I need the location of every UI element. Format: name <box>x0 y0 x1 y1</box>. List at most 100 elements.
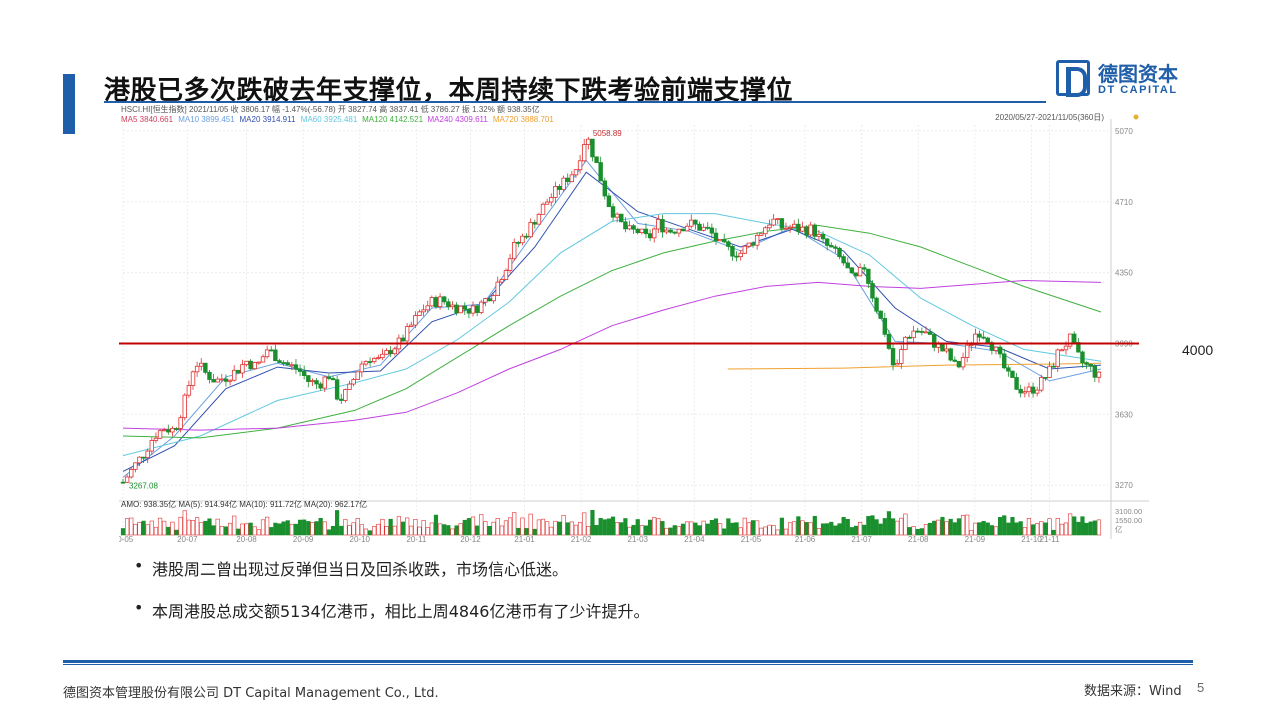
ma-line-ma720 <box>727 362 1102 370</box>
volume-bar <box>705 523 710 536</box>
volume-bar <box>417 526 422 536</box>
candle-body <box>528 222 533 238</box>
candle-body <box>689 219 694 227</box>
candle-body <box>750 242 756 246</box>
candle-body <box>894 363 900 366</box>
candle-body <box>153 437 159 441</box>
volume-bar <box>1018 521 1023 536</box>
volume-legend: AMO: 938.35亿 MA(5): 914.94亿 MA(10): 911.… <box>121 499 367 509</box>
title-underline <box>104 101 1046 103</box>
volume-bar <box>886 511 892 536</box>
volume-bar <box>166 526 171 536</box>
candle-body <box>1088 363 1093 367</box>
volume-bar <box>849 527 854 536</box>
logo-english-text: DT CAPITAL <box>1098 84 1178 96</box>
volume-bar <box>643 525 649 536</box>
volume-bar <box>771 525 776 536</box>
volume-bar <box>442 524 447 536</box>
candle-body <box>524 235 529 238</box>
footer-divider-thin <box>63 664 1193 665</box>
volume-bar <box>845 518 850 536</box>
volume-tick-label: 1550.00 <box>1115 516 1142 525</box>
volume-bar <box>1084 522 1089 536</box>
x-tick-label: 21-01 <box>514 535 535 543</box>
volume-bar <box>495 518 500 536</box>
candle-body <box>1039 377 1044 391</box>
candle-body <box>178 417 183 429</box>
candle-body <box>911 330 916 339</box>
candle-body <box>499 279 505 283</box>
volume-bar <box>969 530 974 536</box>
candle-body <box>339 398 344 401</box>
candle-body <box>964 344 970 358</box>
candle-body <box>409 324 414 327</box>
volume-bar <box>825 523 830 536</box>
candle-body <box>264 349 270 358</box>
volume-bar <box>351 522 356 536</box>
volume-bar <box>310 522 315 536</box>
ma-legend-entry: MA60 3925.481 <box>301 115 358 124</box>
volume-bar <box>289 523 294 536</box>
volume-bar <box>726 518 731 536</box>
volume-bar <box>1047 518 1052 536</box>
volume-bar <box>569 521 574 536</box>
volume-bar <box>977 522 982 536</box>
volume-bar <box>1096 519 1102 536</box>
volume-bar <box>446 525 451 536</box>
candle-body <box>824 238 830 246</box>
volume-bar <box>635 519 640 536</box>
y-tick-label: 4710 <box>1115 198 1133 207</box>
volume-bar <box>1059 523 1064 536</box>
volume-bar <box>182 510 187 536</box>
candle-body <box>800 226 805 232</box>
volume-bar <box>265 516 270 536</box>
candle-body <box>594 156 599 163</box>
candle-body <box>297 368 303 372</box>
candle-body <box>553 186 558 198</box>
volume-bar <box>437 523 443 536</box>
candle-body <box>816 233 822 237</box>
candle-body <box>833 246 838 249</box>
candle-body <box>602 180 607 197</box>
volume-bar <box>907 527 912 536</box>
volume-bar <box>952 522 957 536</box>
title-accent-bar <box>63 74 75 134</box>
volume-bar <box>545 521 550 536</box>
candle-body <box>462 305 467 310</box>
candle-body <box>244 360 249 366</box>
volume-bar <box>260 519 266 536</box>
candle-body <box>981 336 986 339</box>
candle-body <box>1063 345 1069 351</box>
volume-bar <box>421 520 426 536</box>
candle-body <box>586 138 591 145</box>
candle-body <box>923 331 929 334</box>
candle-body <box>787 226 793 229</box>
volume-bar <box>553 520 558 536</box>
max-value-label: 5058.89 <box>593 129 622 138</box>
volume-bar <box>339 525 344 536</box>
candle-body <box>260 356 266 363</box>
lock-icon <box>1133 114 1139 120</box>
hsci-kline-chart: HSCI.HI[恒生指数] 2021/11/05 收 3806.17 幅 -1.… <box>119 103 1159 543</box>
candle-body <box>1084 362 1089 365</box>
candle-body <box>310 380 315 383</box>
volume-bar <box>911 526 916 536</box>
volume-bar <box>503 520 509 536</box>
candle-body <box>487 298 492 302</box>
volume-bar <box>195 517 200 536</box>
volume-bar <box>306 521 311 536</box>
candle-body <box>170 428 175 433</box>
volume-bar <box>693 522 698 536</box>
candle-body <box>166 429 171 433</box>
volume-bar <box>512 512 517 536</box>
volume-bar <box>882 518 887 536</box>
volume-bar <box>899 517 904 536</box>
candle-body <box>129 468 134 478</box>
volume-bar <box>763 526 768 536</box>
volume-bar <box>919 528 924 536</box>
volume-bar <box>631 524 636 536</box>
candle-body <box>701 226 706 231</box>
volume-bar <box>956 518 962 536</box>
volume-bar <box>409 525 414 536</box>
candle-body <box>956 360 962 368</box>
